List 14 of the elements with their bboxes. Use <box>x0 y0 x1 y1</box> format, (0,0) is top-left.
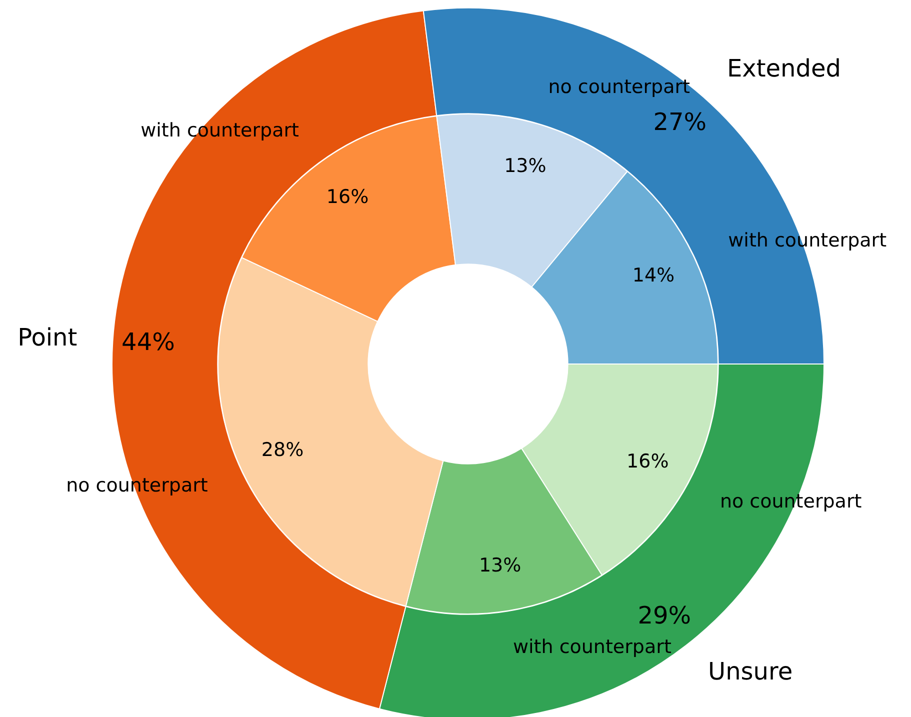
data-label: 13% <box>478 554 522 576</box>
slice-label: with counterpart <box>512 636 672 658</box>
data-label: 28% <box>261 439 304 462</box>
slice-label: Point <box>18 324 78 352</box>
slice-label: Extended <box>726 54 841 82</box>
data-label: 14% <box>632 264 675 287</box>
data-label: 16% <box>626 450 669 473</box>
slice-label: Unsure <box>708 658 793 686</box>
data-label: 29% <box>638 601 692 630</box>
data-label: 13% <box>504 155 546 178</box>
data-label: 44% <box>122 328 175 356</box>
slice-label: no counterpart <box>548 76 690 98</box>
data-label: 16% <box>326 186 369 208</box>
data-label: 27% <box>653 108 707 136</box>
